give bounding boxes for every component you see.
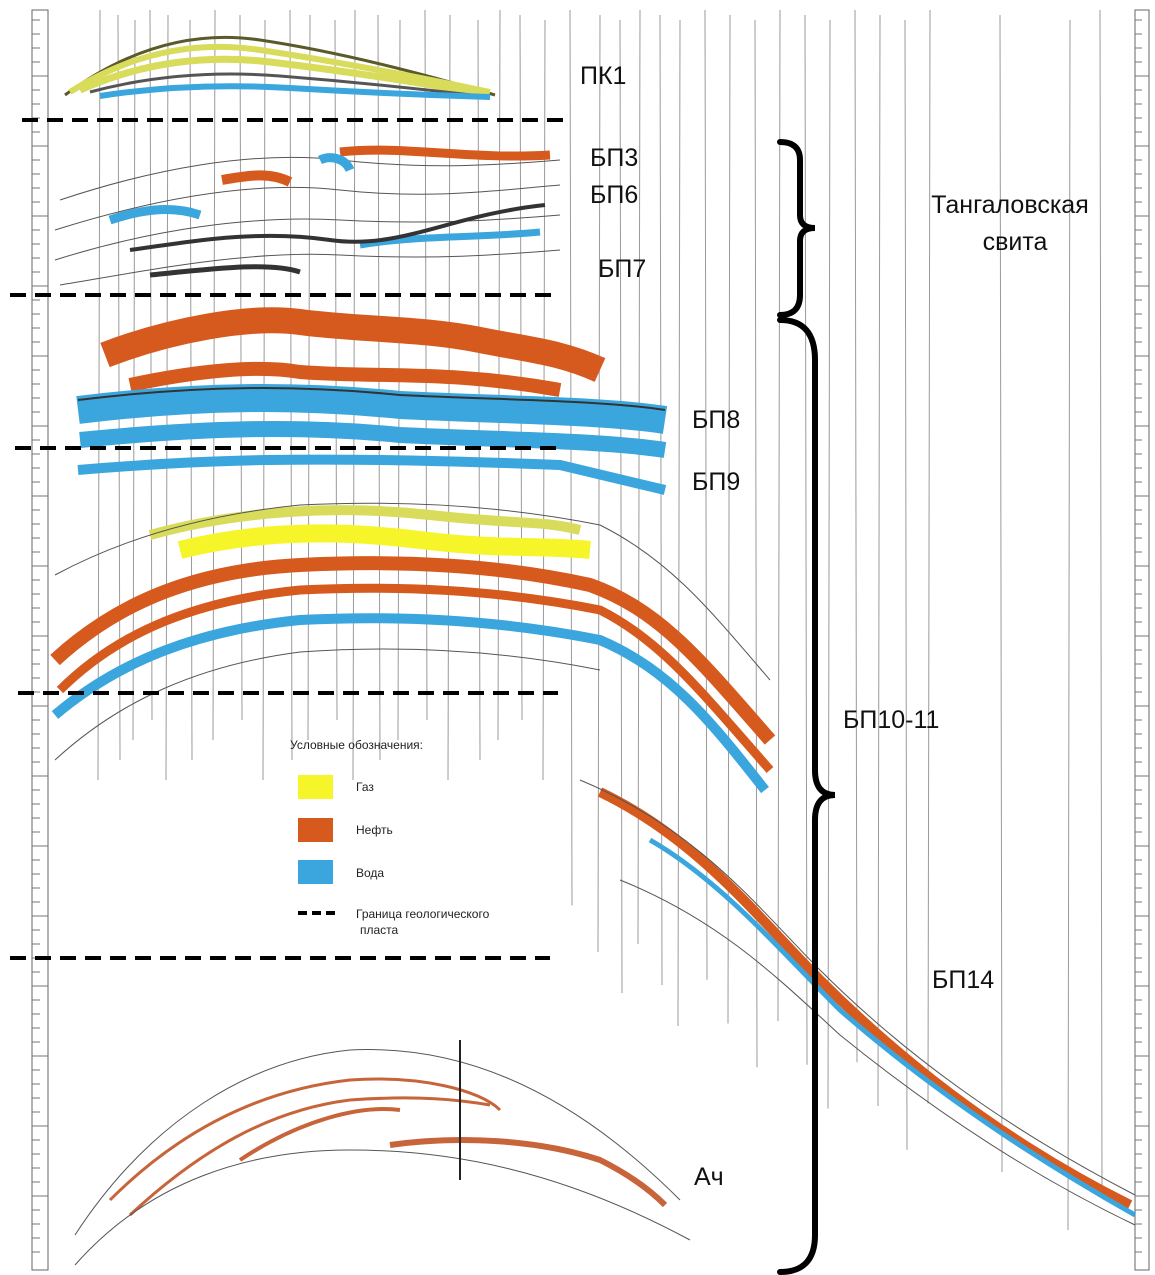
- oil-layer: [340, 150, 550, 156]
- cross-section: ПК1 БП3 БП6 БП7 БП8 БП9 БП10-11 БП14 Ач …: [0, 0, 1155, 1275]
- water-layer: [78, 460, 665, 490]
- legend-label: пласта: [360, 923, 399, 937]
- oil-layer: [105, 320, 600, 370]
- well: [878, 15, 880, 1106]
- layer: [55, 185, 560, 230]
- layer: [580, 780, 1135, 1195]
- bp8-section: [78, 320, 665, 490]
- water-layer: [650, 840, 1135, 1215]
- pk1-section: [65, 37, 495, 97]
- depth-strip: [32, 10, 48, 1270]
- oil-layer: [600, 792, 1130, 1205]
- gas-layer: [180, 533, 590, 550]
- well: [728, 15, 730, 1024]
- legend-swatch: [298, 860, 333, 884]
- well: [378, 15, 380, 760]
- formation-label: БП9: [692, 468, 740, 496]
- water-layer: [55, 618, 765, 790]
- well: [660, 15, 662, 985]
- formation-label: БП3: [590, 144, 638, 172]
- ach-section: [75, 1040, 690, 1265]
- oil-layer: [222, 175, 290, 182]
- formation-label: БП8: [692, 406, 740, 434]
- legend-label: Граница геологического: [356, 907, 490, 921]
- water-layer: [110, 210, 200, 220]
- bp14-section: [580, 780, 1135, 1225]
- well: [828, 20, 830, 1109]
- layer: [60, 250, 560, 285]
- formation-label: БП10-11: [843, 706, 939, 734]
- formation-label: БП14: [932, 966, 994, 994]
- layer: [75, 1050, 680, 1235]
- legend-label: Нефть: [356, 823, 393, 837]
- brace: [780, 320, 835, 1272]
- formation-label: БП6: [590, 181, 638, 209]
- brace: [780, 142, 815, 315]
- layer: [150, 267, 300, 275]
- well: [905, 20, 907, 1150]
- formation-label: БП7: [598, 255, 646, 283]
- well: [520, 15, 522, 720]
- well: [638, 10, 640, 944]
- bp3-7-section: [55, 150, 560, 285]
- legend-title: Условные обозначения:: [290, 738, 423, 752]
- formation-label: Ач: [694, 1163, 724, 1191]
- well: [928, 10, 930, 1104]
- legend-label: Газ: [356, 780, 374, 794]
- oil-layer: [240, 1109, 400, 1160]
- oil-layer: [130, 1098, 490, 1215]
- legend-swatch: [298, 818, 333, 842]
- well: [425, 10, 427, 720]
- suite-label: Тангаловская: [931, 191, 1089, 219]
- legend: Условные обозначения: Газ Нефть Вода Гра…: [290, 738, 490, 937]
- suite-label: свита: [983, 228, 1048, 256]
- well: [478, 20, 480, 760]
- depth-strip: [1135, 10, 1149, 1270]
- well: [570, 10, 572, 906]
- well: [1000, 15, 1002, 1172]
- well: [855, 10, 857, 1062]
- well: [678, 20, 680, 1026]
- legend-swatch: [298, 775, 333, 799]
- well: [150, 10, 152, 720]
- well: [778, 10, 780, 1021]
- legend-label: Вода: [356, 866, 384, 880]
- formation-label: ПК1: [580, 62, 626, 90]
- well: [1100, 10, 1102, 1197]
- layer: [75, 1150, 690, 1265]
- well: [805, 15, 807, 1065]
